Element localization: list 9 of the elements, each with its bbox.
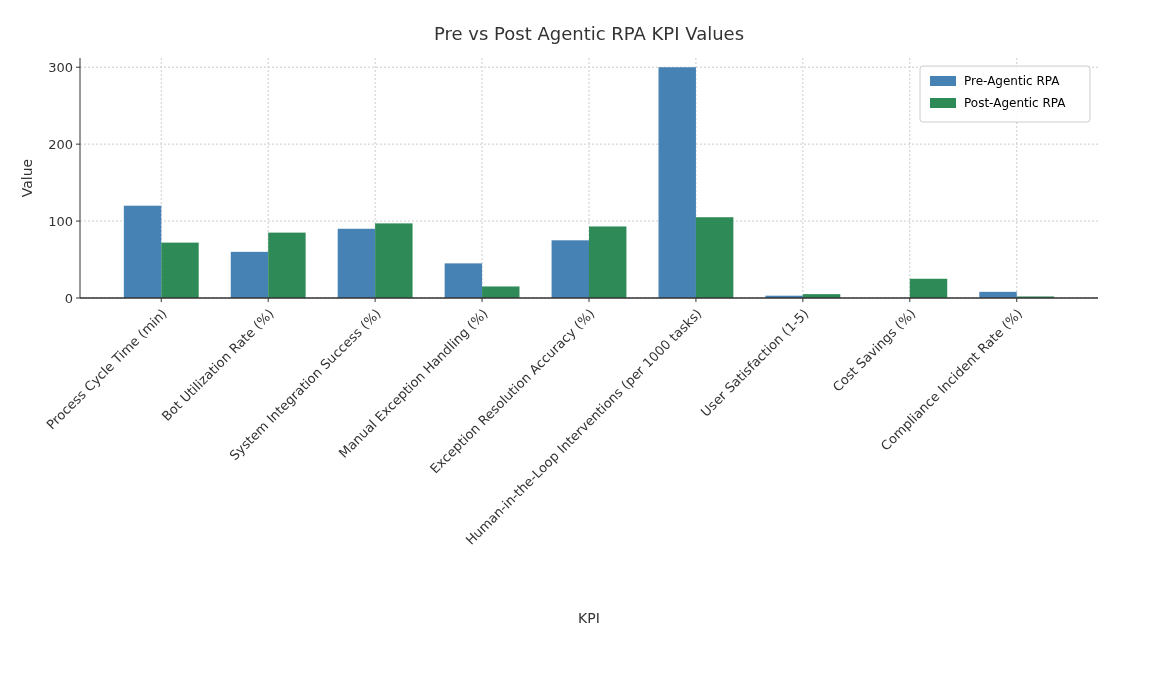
y-tick-label: 200 [48, 136, 73, 152]
y-tick-label: 300 [48, 59, 73, 75]
legend-label: Pre-Agentic RPA [964, 74, 1061, 88]
chart-title: Pre vs Post Agentic RPA KPI Values [433, 23, 745, 44]
y-tick-label: 100 [48, 213, 73, 229]
y-axis-title: Value [19, 158, 35, 198]
x-axis-title: KPI [578, 610, 600, 626]
y-tick-label: 0 [64, 290, 73, 306]
legend-label: Post-Agentic RPA [964, 96, 1067, 110]
